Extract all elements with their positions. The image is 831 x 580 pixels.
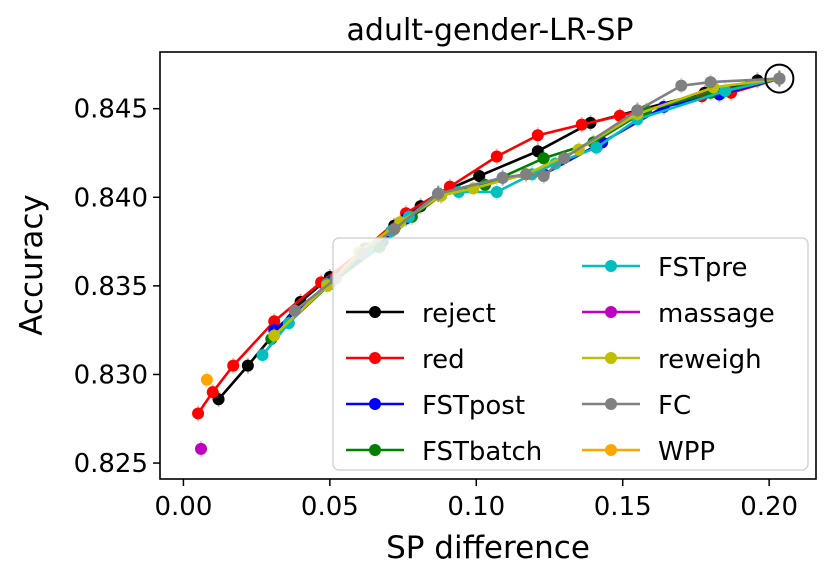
legend-label: reweigh [658, 345, 762, 375]
x-axis: 0.00 0.05 0.10 0.15 0.20 [154, 479, 798, 522]
data-point [192, 407, 205, 420]
data-point [537, 152, 550, 165]
legend-swatch-marker [605, 444, 617, 456]
legend-label: massage [658, 299, 775, 329]
data-point [537, 170, 550, 183]
legend-label: WPP [658, 437, 715, 467]
data-point [531, 129, 544, 142]
y-tick-label: 0.825 [74, 449, 148, 479]
legend-item-reject: reject [346, 299, 496, 329]
data-point [200, 373, 213, 386]
data-point [490, 150, 503, 163]
x-tick-label: 0.15 [594, 492, 652, 522]
y-tick-label: 0.835 [74, 272, 148, 302]
data-point [432, 187, 445, 200]
data-point [575, 118, 588, 131]
data-point [388, 223, 401, 236]
legend-label: reject [422, 299, 496, 329]
data-point [288, 304, 301, 317]
data-point [268, 329, 281, 342]
legend-item-reweigh: reweigh [582, 345, 762, 375]
axes-frame [159, 51, 817, 480]
data-point [773, 72, 786, 85]
data-point [496, 171, 509, 184]
x-tick-label: 0.10 [447, 492, 505, 522]
data-point [558, 152, 571, 165]
legend-item-FSTpost: FSTpost [346, 391, 525, 421]
data-point [268, 315, 281, 328]
y-axis-label: Accuracy [14, 194, 50, 336]
data-point [473, 170, 486, 183]
chart-title: adult-gender-LR-SP [347, 13, 634, 48]
legend-swatch-marker [369, 444, 381, 456]
y-tick-label: 0.845 [74, 95, 148, 125]
y-axis: 0.825 0.830 0.835 0.840 0.845 [74, 95, 160, 479]
data-point [590, 141, 603, 154]
x-axis-label: SP difference [386, 530, 590, 566]
x-tick-label: 0.00 [154, 492, 212, 522]
data-point [719, 84, 732, 97]
x-tick-label: 0.05 [301, 492, 359, 522]
legend-swatch-marker [369, 398, 381, 410]
data-point [195, 442, 207, 455]
legend-label: FSTbatch [422, 437, 542, 467]
data-point [490, 185, 503, 198]
legend-swatch-marker [605, 306, 617, 318]
legend-item-WPP: WPP [582, 437, 715, 467]
legend-label: FC [658, 391, 691, 421]
legend-swatch-marker [605, 352, 617, 364]
series-massage [195, 440, 207, 457]
data-point [256, 348, 269, 361]
legend-label: red [422, 345, 465, 375]
data-point [227, 359, 240, 372]
data-point [631, 104, 644, 117]
legend-item-FSTpre: FSTpre [582, 253, 748, 283]
data-point [675, 79, 688, 92]
legend-swatch-marker [605, 398, 617, 410]
legend-item-red: red [346, 345, 465, 375]
legend-swatch-marker [605, 260, 617, 272]
data-point [520, 168, 533, 181]
series-WPP [200, 371, 213, 388]
data-point [704, 76, 717, 89]
legend-box [332, 237, 809, 471]
y-tick-label: 0.830 [74, 360, 148, 390]
legend-item-FC: FC [582, 391, 691, 421]
legend-label: FSTpost [422, 391, 525, 421]
y-tick-label: 0.840 [74, 183, 148, 213]
data-point [241, 359, 254, 372]
legend-item-massage: massage [582, 299, 775, 329]
legend: FSTpre reject red FSTpost FSTbatch massage rew… [332, 237, 809, 471]
legend-label: FSTpre [658, 253, 748, 283]
legend-swatch-marker [369, 306, 381, 318]
data-point [206, 386, 219, 399]
legend-item-FSTbatch: FSTbatch [346, 437, 542, 467]
legend-swatch-marker [369, 352, 381, 364]
highlight-circle [764, 63, 795, 94]
x-tick-label: 0.20 [740, 492, 798, 522]
